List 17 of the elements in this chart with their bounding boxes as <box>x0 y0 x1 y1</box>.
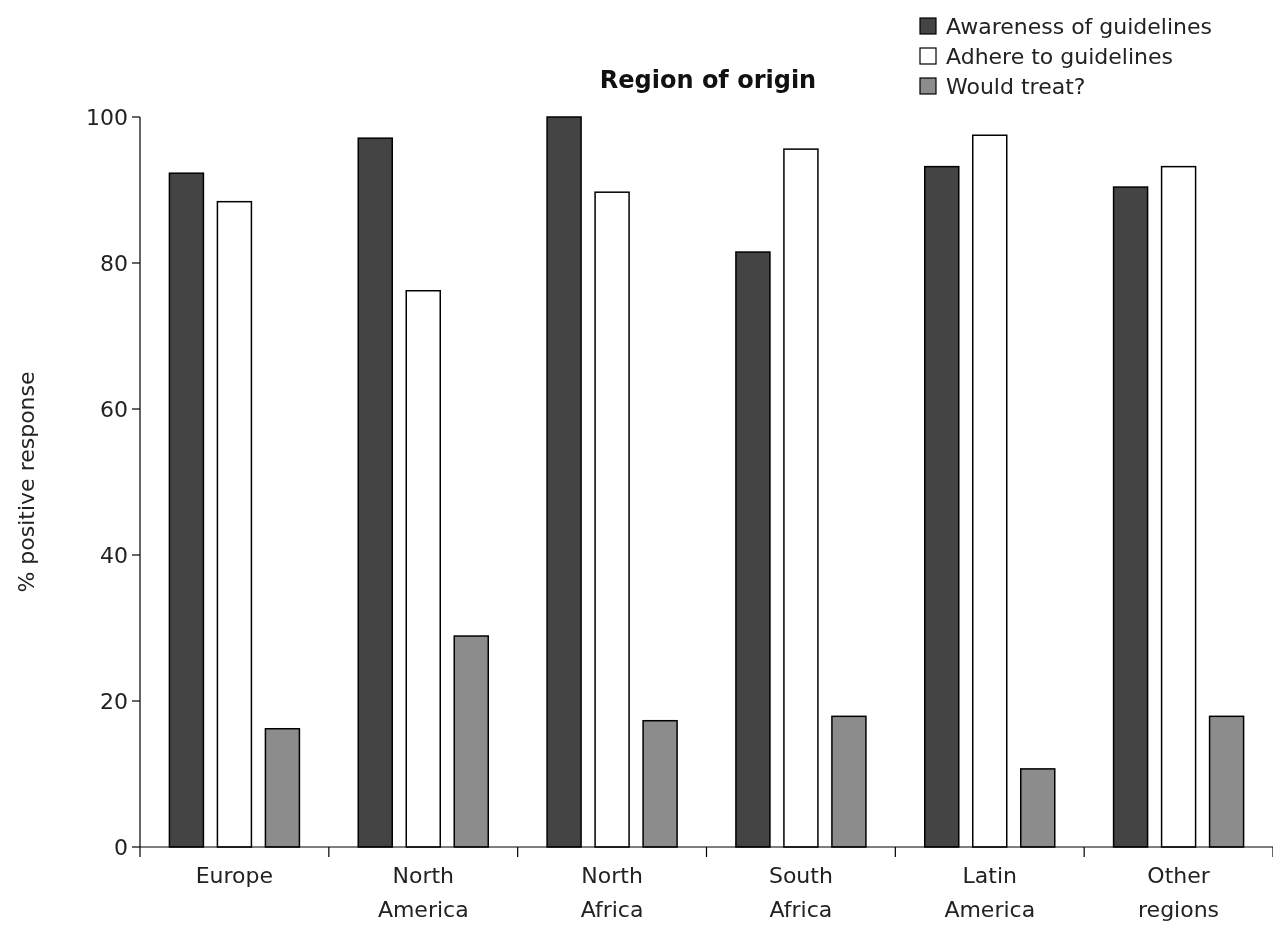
y-tick-label: 0 <box>114 834 128 860</box>
y-axis-title: % positive response <box>14 371 39 593</box>
x-tick-label: Other regions <box>1138 863 1220 922</box>
y-tick-label: 20 <box>100 688 128 714</box>
x-tick-label: North Africa <box>580 863 644 922</box>
legend-label: Would treat? <box>946 73 1086 99</box>
y-tick-label: 60 <box>100 396 128 422</box>
legend-label: Awareness of guidelines <box>946 13 1213 39</box>
x-tick-label: South Africa <box>768 863 833 922</box>
chart-title: Region of origin <box>599 66 817 94</box>
legend-label: Adhere to guidelines <box>946 43 1173 69</box>
x-tick-label: Europe <box>195 863 274 888</box>
y-tick-label: 80 <box>100 250 128 276</box>
y-tick-label: 100 <box>86 104 128 130</box>
y-tick-label: 40 <box>100 542 128 568</box>
x-tick-label: Latin America <box>944 863 1036 922</box>
x-tick-label: North America <box>377 863 469 922</box>
